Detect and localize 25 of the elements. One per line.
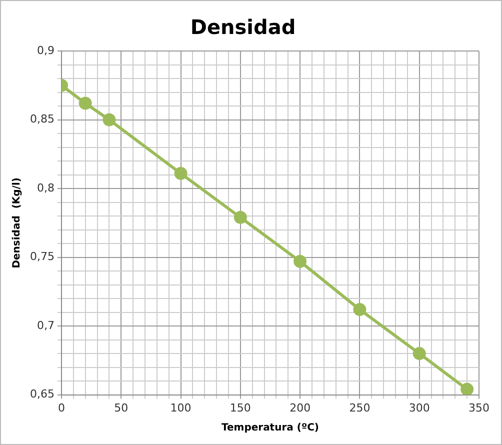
point (234, 210, 247, 224)
point (294, 254, 307, 268)
x-tick-label: 0 (58, 401, 65, 414)
x-tick-label: 300 (408, 401, 430, 414)
y-tick-label: 0,75 (30, 250, 54, 264)
point (174, 166, 188, 180)
x-tick-label: 250 (349, 401, 370, 414)
x-tick-label: 50 (114, 401, 128, 414)
x-axis-title: Temperatura (ºC) (221, 422, 319, 434)
x-tick-label: 350 (468, 401, 490, 414)
y-tick-label: 0,65 (30, 388, 54, 401)
y-tick-label: 0,85 (30, 112, 54, 126)
y-tick-label: 0,8 (36, 181, 54, 194)
point (78, 96, 92, 110)
x-tick-label: 200 (290, 401, 311, 414)
y-tick-label: 0,9 (36, 44, 54, 57)
point (353, 303, 366, 316)
point (412, 347, 426, 360)
y-axis-title: Densidad (Kg/l) (12, 178, 23, 268)
point (102, 113, 116, 126)
point (460, 382, 474, 395)
x-tick-label: 150 (230, 401, 251, 414)
y-tick-label: 0,7 (36, 318, 54, 332)
x-tick-label: 100 (170, 401, 192, 414)
chart-title: Densidad (190, 15, 296, 40)
